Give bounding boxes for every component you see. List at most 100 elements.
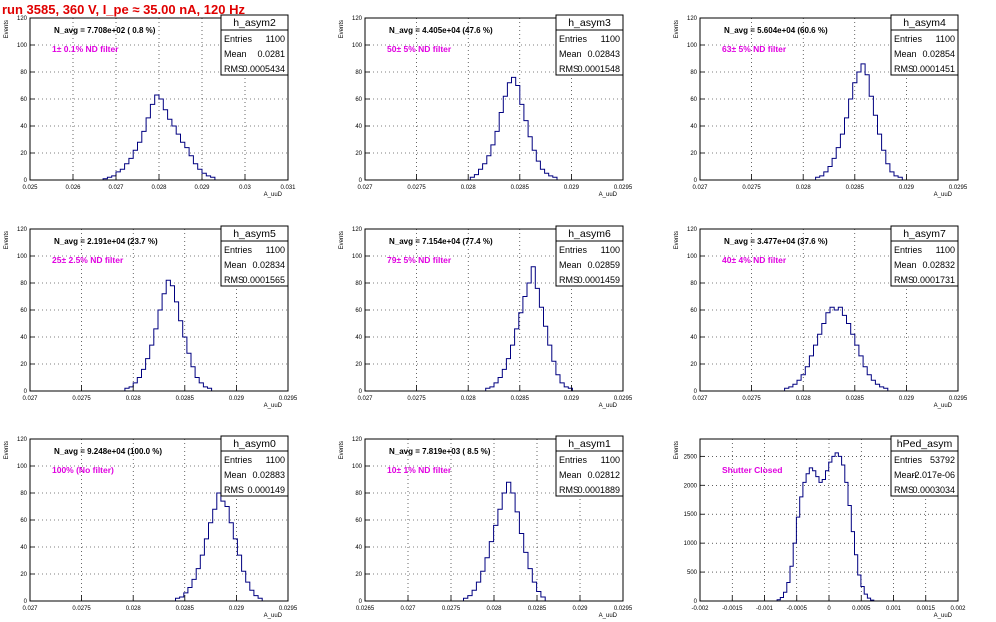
stats-mean-label: Mean [559, 260, 582, 270]
x-tick-label: 0.0285 [846, 185, 865, 191]
y-tick-label: 40 [20, 545, 27, 551]
y-axis-title: Events [674, 441, 680, 459]
stats-mean-value: 0.02834 [252, 260, 285, 270]
stats-title: h_asym3 [568, 17, 611, 29]
y-tick-label: 20 [355, 362, 362, 368]
x-tick-label: 0.029 [564, 396, 580, 402]
stats-rms-label: RMS [224, 275, 244, 285]
n-avg-label: N_avg = 7.154e+04 (77.4 %) [389, 237, 493, 246]
stats-rms-label: RMS [224, 485, 244, 495]
stats-mean-value: -2.017e-06 [911, 470, 955, 480]
stats-title: h_asym6 [568, 228, 611, 240]
x-tick-label: 0.0015 [917, 606, 936, 612]
x-tick-label: 0.025 [22, 185, 38, 191]
y-axis-title: Events [674, 20, 680, 38]
y-tick-label: 20 [355, 572, 362, 578]
x-tick-label: 0.0295 [614, 185, 633, 191]
stats-box [890, 225, 959, 287]
histogram-panel-h_asym7: 0.027 0.0275 0.028 0.0285 0.029 0.0295 0 20 40 60… [674, 225, 968, 409]
x-tick-label: 0 [827, 606, 831, 612]
histogram-line [124, 279, 213, 391]
y-tick-label: 100 [687, 254, 698, 260]
x-tick-label: 0.0285 [511, 185, 530, 191]
stats-entries-label: Entries [559, 245, 588, 255]
stats-rms-label: RMS [894, 275, 914, 285]
filter-label: 100% (No filter) [52, 465, 114, 475]
y-tick-label: 80 [690, 70, 697, 76]
x-tick-label: 0.0295 [279, 396, 298, 402]
y-axis-title: Events [339, 441, 345, 459]
histogram-line [463, 481, 546, 601]
n-avg-label: N_avg = 9.248e+04 (100.0 %) [54, 447, 162, 456]
y-tick-label: 120 [17, 16, 28, 22]
y-axis-title: Events [4, 231, 10, 249]
stats-rms-label: RMS [559, 485, 579, 495]
y-axis-title: Events [4, 441, 10, 459]
y-tick-label: 40 [355, 545, 362, 551]
stats-entries-label: Entries [894, 455, 923, 465]
x-axis-title: A_uuD [934, 403, 953, 409]
x-tick-label: 0.029 [229, 396, 245, 402]
stats-entries-value: 1100 [266, 245, 285, 255]
x-tick-label: 0.0275 [407, 185, 426, 191]
x-axis-title: A_uuD [264, 613, 283, 619]
y-tick-label: 60 [20, 308, 27, 314]
x-tick-label: 0.0295 [614, 606, 633, 612]
stats-entries-value: 53792 [930, 455, 955, 465]
x-tick-label: 0.0275 [407, 396, 426, 402]
stats-entries-value: 1100 [936, 34, 955, 44]
y-tick-label: 60 [355, 518, 362, 524]
x-tick-label: 0.0295 [614, 396, 633, 402]
stats-entries-value: 1100 [601, 34, 620, 44]
y-tick-label: 2500 [684, 454, 698, 460]
stats-mean-value: 0.02854 [922, 49, 955, 59]
x-tick-label: 0.0285 [511, 396, 530, 402]
stats-rms-label: RMS [559, 64, 579, 74]
y-axis-title: Events [4, 20, 10, 38]
x-tick-label: -0.0015 [722, 606, 743, 612]
stats-rms-value: 0.0001731 [912, 275, 955, 285]
filter-label: 79± 5% ND filter [387, 255, 452, 265]
stats-entries-value: 1100 [601, 245, 620, 255]
y-tick-label: 0 [24, 599, 28, 605]
x-tick-label: 0.027 [22, 606, 38, 612]
y-tick-label: 20 [20, 151, 27, 157]
stats-title: hPed_asym [897, 438, 953, 450]
y-tick-label: 80 [355, 491, 362, 497]
stats-entries-label: Entries [559, 455, 588, 465]
y-tick-label: 40 [355, 335, 362, 341]
stats-entries-label: Entries [224, 34, 253, 44]
histogram-panel-h_asym5: 0.027 0.0275 0.028 0.0285 0.029 0.0295 0 20 40 60… [4, 225, 298, 409]
stats-rms-value: 0.0005434 [242, 64, 285, 74]
stats-entries-label: Entries [894, 245, 923, 255]
x-tick-label: 0.027 [22, 396, 38, 402]
stats-mean-label: Mean [224, 470, 247, 480]
filter-label: 10± 1% ND filter [387, 465, 452, 475]
stats-mean-label: Mean [894, 49, 917, 59]
x-tick-label: 0.0295 [949, 396, 968, 402]
y-tick-label: 0 [359, 599, 363, 605]
y-tick-label: 80 [20, 491, 27, 497]
x-tick-label: 0.027 [692, 185, 708, 191]
histogram-line [784, 306, 889, 391]
histogram-panel-h_asym6: 0.027 0.0275 0.028 0.0285 0.029 0.0295 0 20 40 60… [339, 225, 633, 409]
y-tick-label: 100 [17, 43, 28, 49]
y-tick-label: 0 [24, 389, 28, 395]
page-title: run 3585, 360 V, I_pe ≈ 35.00 nA, 120 Hz [2, 2, 245, 17]
stats-box [555, 435, 624, 497]
stats-mean-value: 0.02859 [587, 260, 620, 270]
y-tick-label: 80 [690, 281, 697, 287]
histogram-line [175, 492, 263, 601]
filter-label: 50± 5% ND filter [387, 44, 452, 54]
histogram-panel-h_asym4: 0.027 0.0275 0.028 0.0285 0.029 0.0295 0 20 40 60… [674, 14, 968, 198]
y-tick-label: 60 [690, 97, 697, 103]
y-tick-label: 1000 [684, 541, 698, 547]
histogram-panel-h_asym0: 0.027 0.0275 0.028 0.0285 0.029 0.0295 0 20 40 60… [4, 435, 298, 619]
x-tick-label: 0.0275 [72, 606, 91, 612]
x-tick-label: 0.029 [229, 606, 245, 612]
x-tick-label: 0.029 [564, 185, 580, 191]
n-avg-label: N_avg = 2.191e+04 (23.7 %) [54, 237, 158, 246]
y-tick-label: 40 [20, 335, 27, 341]
y-tick-label: 0 [694, 389, 698, 395]
